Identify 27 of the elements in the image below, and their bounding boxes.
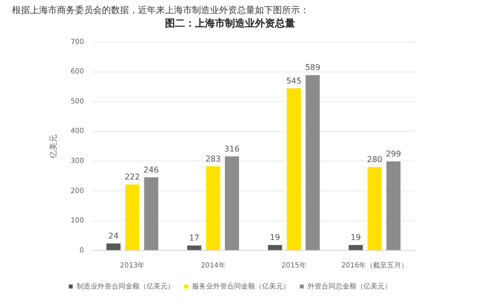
chart-title: 图二：上海市制造业外资总量	[165, 18, 295, 30]
data-label: 589	[305, 63, 320, 72]
bar	[348, 244, 363, 250]
bar	[286, 88, 301, 250]
data-label: 316	[224, 144, 240, 154]
data-label: 283	[205, 154, 221, 164]
text: 根据上海市商务委员会的数据，近年来上海市制造业外资总量如下图所示：	[12, 4, 309, 17]
bar	[106, 243, 121, 250]
bar	[268, 244, 282, 250]
bar	[368, 167, 382, 250]
data-label: 19	[270, 233, 280, 242]
data-label: 246	[144, 165, 159, 174]
data-label: 222	[124, 172, 140, 182]
y-axis-title: 亿美元	[48, 134, 58, 160]
bar	[306, 75, 320, 250]
bar	[187, 246, 202, 250]
data-label: 280	[366, 155, 382, 164]
bar	[125, 184, 140, 250]
data-label: 545	[286, 76, 302, 86]
bar	[206, 166, 220, 250]
data-label: 299	[386, 150, 402, 159]
data-label: 24	[108, 232, 119, 241]
data-label: 17	[189, 234, 200, 243]
bar	[144, 177, 158, 250]
bar	[386, 162, 401, 250]
data-label: 19	[350, 233, 361, 242]
bar	[224, 156, 240, 250]
